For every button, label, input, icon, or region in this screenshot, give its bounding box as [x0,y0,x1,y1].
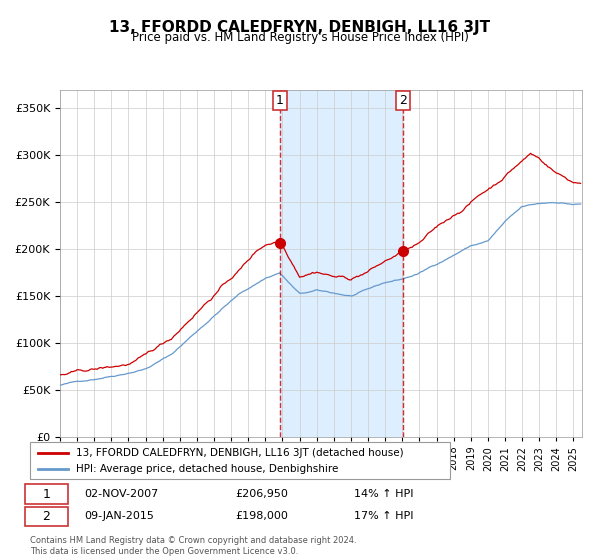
FancyBboxPatch shape [30,442,450,479]
Text: 1: 1 [276,94,284,108]
Text: HPI: Average price, detached house, Denbighshire: HPI: Average price, detached house, Denb… [76,464,338,474]
Text: 02-NOV-2007: 02-NOV-2007 [84,489,158,499]
Text: 2: 2 [42,510,50,523]
Text: 09-JAN-2015: 09-JAN-2015 [84,511,154,521]
Text: £206,950: £206,950 [235,489,288,499]
Text: 14% ↑ HPI: 14% ↑ HPI [354,489,413,499]
Text: Contains HM Land Registry data © Crown copyright and database right 2024.
This d: Contains HM Land Registry data © Crown c… [30,536,356,556]
FancyBboxPatch shape [25,484,68,504]
FancyBboxPatch shape [25,507,68,526]
Text: Price paid vs. HM Land Registry's House Price Index (HPI): Price paid vs. HM Land Registry's House … [131,31,469,44]
Text: 13, FFORDD CALEDFRYN, DENBIGH, LL16 3JT: 13, FFORDD CALEDFRYN, DENBIGH, LL16 3JT [109,20,491,35]
Bar [280,90,403,437]
Text: 17% ↑ HPI: 17% ↑ HPI [354,511,413,521]
Text: 1: 1 [42,488,50,501]
Text: £198,000: £198,000 [235,511,288,521]
Text: 2: 2 [399,94,407,108]
Text: 13, FFORDD CALEDFRYN, DENBIGH, LL16 3JT (detached house): 13, FFORDD CALEDFRYN, DENBIGH, LL16 3JT … [76,447,404,458]
